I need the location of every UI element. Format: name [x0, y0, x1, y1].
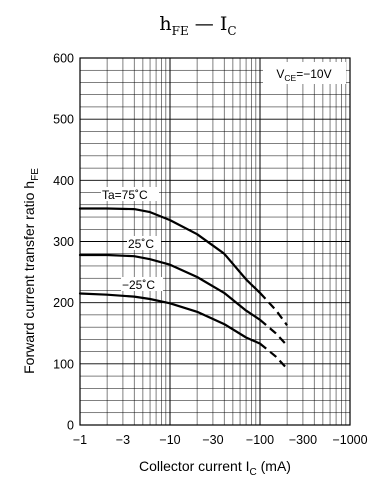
x-tick-label: −1000: [332, 433, 367, 447]
y-tick-label: 200: [53, 296, 74, 310]
y-tick-labels: 0 100 200 300 400 500 600: [53, 52, 74, 433]
y-tick-label: 500: [53, 113, 74, 127]
series-extrapolation-1: [259, 318, 288, 347]
y-tick-label: 400: [53, 174, 74, 188]
series-line-2: [78, 292, 262, 345]
grid: [79, 57, 351, 426]
series: [78, 207, 288, 370]
x-tick-labels: −1 −3 −10 −30 −100 −300 −1000: [73, 433, 368, 447]
y-axis-label: Forward current transfer ratio hFE: [21, 168, 41, 374]
x-axis-label: Collector current IC (mA): [139, 458, 291, 478]
x-tick-label: −10: [159, 433, 180, 447]
chart-title: hFE — IC: [159, 13, 236, 38]
series-line-1: [78, 253, 262, 321]
series-extrapolation-0: [259, 292, 288, 326]
condition-label: VCE=−10V: [276, 67, 331, 83]
y-tick-label: 600: [53, 52, 74, 66]
plot-frame: [79, 57, 351, 426]
series-label-75c: Ta=75˚C: [102, 188, 148, 202]
series-label-25c: 25˚C: [128, 237, 154, 251]
y-tick-label: 100: [53, 357, 74, 371]
x-tick-label: −3: [116, 433, 130, 447]
x-tick-label: −100: [246, 433, 274, 447]
y-tick-label: 0: [67, 419, 74, 433]
condition-box: VCE=−10V: [263, 62, 346, 84]
y-tick-label: 300: [53, 235, 74, 249]
series-line-0: [78, 207, 262, 294]
x-tick-label: −300: [289, 433, 317, 447]
series-label-m25c: −25˚C: [122, 278, 155, 292]
x-tick-label: −1: [73, 433, 87, 447]
x-tick-label: −30: [202, 433, 223, 447]
series-extrapolation-2: [259, 342, 288, 370]
series-labels: Ta=75˚C 25˚C −25˚C: [101, 187, 163, 292]
